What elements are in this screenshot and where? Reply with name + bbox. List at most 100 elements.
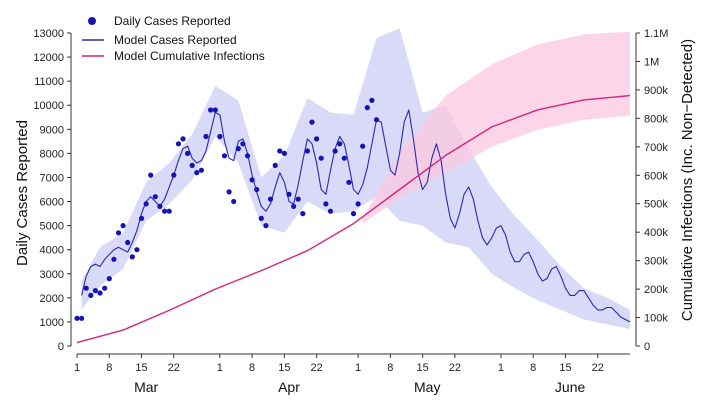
daily-case-point bbox=[327, 208, 334, 214]
daily-case-points bbox=[74, 97, 380, 321]
daily-case-point bbox=[138, 215, 145, 221]
month-label: June bbox=[555, 379, 586, 395]
right-tick-label: 1M bbox=[644, 56, 659, 68]
daily-case-point bbox=[355, 201, 361, 207]
right-tick-label: 100k bbox=[644, 313, 668, 325]
month-label: Apr bbox=[278, 379, 300, 395]
left-tick-label: 3000 bbox=[40, 269, 64, 281]
daily-case-point bbox=[281, 150, 287, 156]
left-tick-label: 0 bbox=[58, 341, 64, 353]
daily-case-point bbox=[185, 150, 191, 156]
daily-case-point bbox=[295, 196, 301, 202]
daily-case-point bbox=[231, 198, 237, 205]
daily-case-point bbox=[337, 141, 343, 147]
daily-case-point bbox=[235, 146, 241, 152]
left-tick-label: 12000 bbox=[33, 52, 64, 64]
daily-case-point bbox=[314, 136, 320, 142]
x-tick-label: 22 bbox=[592, 362, 604, 374]
daily-case-point bbox=[129, 254, 135, 260]
daily-case-point bbox=[373, 117, 380, 123]
daily-case-point bbox=[267, 196, 274, 202]
daily-case-point bbox=[148, 172, 154, 178]
daily-case-point bbox=[226, 189, 232, 195]
daily-case-point bbox=[143, 201, 149, 207]
right-tick-label: 800k bbox=[644, 113, 668, 125]
daily-case-point bbox=[74, 315, 80, 321]
daily-case-point bbox=[115, 230, 122, 236]
month-label: Mar bbox=[134, 379, 158, 395]
daily-case-point bbox=[157, 203, 163, 209]
daily-case-point bbox=[106, 276, 112, 282]
daily-case-point bbox=[277, 148, 283, 154]
daily-case-point bbox=[212, 107, 218, 113]
daily-case-point bbox=[300, 211, 306, 217]
daily-case-point bbox=[221, 153, 228, 159]
right-tick-label: 1.1M bbox=[644, 28, 668, 40]
x-tick-label: 22 bbox=[168, 362, 180, 374]
left-axis-title: Daily Cases Reported bbox=[14, 120, 31, 266]
right-tick-label: 400k bbox=[644, 227, 668, 239]
daily-case-point bbox=[341, 155, 347, 161]
daily-case-point bbox=[194, 170, 200, 176]
daily-case-point bbox=[111, 256, 117, 262]
x-tick-label: 8 bbox=[249, 362, 255, 374]
daily-case-point bbox=[97, 290, 103, 296]
x-tick-label: 22 bbox=[311, 362, 323, 374]
right-tick-label: 700k bbox=[644, 142, 668, 154]
x-tick-label: 1 bbox=[355, 362, 361, 374]
left-tick-label: 10000 bbox=[33, 100, 64, 112]
legend: Daily Cases Reported Model Cases Reporte… bbox=[82, 14, 265, 63]
daily-case-point bbox=[217, 133, 223, 140]
daily-case-point bbox=[180, 136, 186, 142]
daily-case-point bbox=[272, 162, 278, 168]
legend-model-cases: Model Cases Reported bbox=[114, 33, 237, 47]
daily-case-point bbox=[254, 186, 260, 193]
x-tick-label: 8 bbox=[530, 362, 536, 374]
daily-case-point bbox=[175, 141, 181, 147]
left-tick-label: 4000 bbox=[40, 245, 64, 257]
daily-case-point bbox=[318, 155, 324, 161]
left-tick-label: 2000 bbox=[40, 293, 64, 305]
daily-case-point bbox=[346, 179, 352, 185]
daily-case-point bbox=[120, 223, 126, 229]
legend-point-marker bbox=[88, 17, 96, 25]
daily-case-point bbox=[350, 211, 357, 217]
month-label: May bbox=[414, 379, 440, 395]
daily-case-point bbox=[166, 208, 172, 214]
x-tick-label: 15 bbox=[135, 362, 147, 374]
x-tick-label: 8 bbox=[387, 362, 393, 374]
daily-case-point bbox=[79, 315, 85, 321]
daily-case-point bbox=[323, 201, 329, 207]
left-tick-label: 13000 bbox=[33, 28, 64, 40]
left-tick-label: 5000 bbox=[40, 221, 64, 233]
daily-case-point bbox=[203, 133, 209, 140]
x-tick-label: 15 bbox=[559, 362, 571, 374]
x-tick-label: 15 bbox=[417, 362, 429, 374]
left-tick-label: 6000 bbox=[40, 197, 64, 209]
right-tick-label: 0 bbox=[644, 341, 650, 353]
left-tick-label: 1000 bbox=[40, 317, 64, 329]
x-tick-label: 1 bbox=[217, 362, 223, 374]
left-tick-label: 9000 bbox=[40, 124, 64, 136]
right-tick-label: 500k bbox=[644, 199, 668, 211]
daily-case-point bbox=[189, 162, 195, 168]
daily-case-point bbox=[360, 143, 366, 149]
daily-case-point bbox=[152, 194, 158, 200]
daily-case-point bbox=[92, 288, 98, 294]
right-tick-label: 300k bbox=[644, 256, 668, 268]
daily-case-point bbox=[369, 97, 375, 103]
model-cases-band bbox=[81, 28, 631, 330]
daily-case-point bbox=[134, 247, 140, 253]
left-tick-label: 8000 bbox=[40, 148, 64, 160]
daily-case-point bbox=[263, 223, 269, 229]
right-axis-title: Cumulative Infections (Inc. Non−Detected… bbox=[679, 39, 696, 321]
daily-case-point bbox=[332, 148, 338, 154]
right-tick-label: 200k bbox=[644, 284, 668, 296]
cumulative-infections-band bbox=[362, 31, 630, 224]
left-tick-label: 11000 bbox=[34, 76, 64, 88]
daily-case-point bbox=[102, 285, 108, 291]
right-tick-label: 600k bbox=[644, 170, 668, 182]
left-tick-label: 7000 bbox=[40, 172, 64, 184]
